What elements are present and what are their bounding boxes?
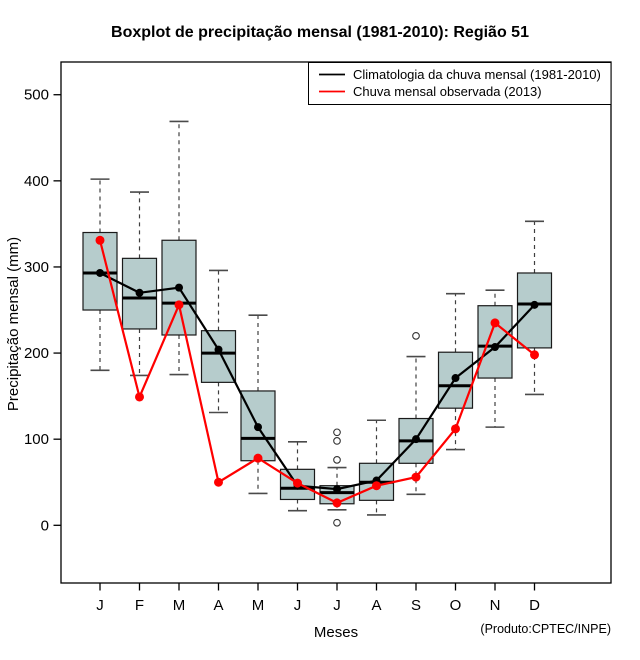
x-tick-label: A xyxy=(213,597,223,614)
observed-point xyxy=(490,318,500,328)
climatology-point xyxy=(135,288,144,297)
plot-area: 0 100 200 300 400 500 J F M A M J J A S O N D xyxy=(24,87,553,614)
y-tick-label: 500 xyxy=(24,87,49,104)
observed-point xyxy=(530,350,539,360)
climatology-point xyxy=(96,268,104,277)
climatology-point xyxy=(491,343,499,352)
x-tick-label: F xyxy=(135,597,144,614)
climatology-point xyxy=(214,345,223,354)
observed-point xyxy=(293,478,302,488)
chart-title: Boxplot de precipitação mensal (1981-201… xyxy=(111,24,529,41)
x-tick-label: S xyxy=(411,597,421,614)
observed-point xyxy=(411,472,421,482)
x-tick-label: N xyxy=(490,597,501,614)
legend-label-observed: Chuva mensal observada (2013) xyxy=(353,84,542,99)
climatology-point xyxy=(333,485,341,494)
x-tick-label: M xyxy=(173,597,186,614)
legend: Climatologia da chuva mensal (1981-2010)… xyxy=(308,62,612,105)
x-tick-label: M xyxy=(252,597,265,614)
legend-box xyxy=(308,62,612,105)
outlier-point xyxy=(333,456,341,464)
outlier-point xyxy=(412,331,420,340)
y-tick-label: 0 xyxy=(41,517,49,534)
observed-line xyxy=(98,239,536,505)
y-axis-title: Precipitação mensal (mm) xyxy=(5,237,22,411)
climatology-point xyxy=(175,283,183,292)
outlier-point xyxy=(333,428,341,437)
box xyxy=(477,305,513,379)
observed-point xyxy=(253,453,263,463)
outlier-point xyxy=(333,437,341,445)
climatology-point xyxy=(254,423,262,432)
y-tick-label: 400 xyxy=(24,173,49,190)
observed-point xyxy=(135,392,144,402)
observed-point xyxy=(95,235,105,245)
observed-point xyxy=(332,498,342,508)
credit-text: (Produto:CPTEC/INPE) xyxy=(480,622,611,636)
y-tick-label: 200 xyxy=(24,345,49,362)
observed-point xyxy=(174,300,184,310)
observed-point xyxy=(214,477,223,487)
legend-label-climatology: Climatologia da chuva mensal (1981-2010) xyxy=(353,67,601,82)
x-tick-label: A xyxy=(371,597,381,614)
y-tick-label: 100 xyxy=(24,431,49,448)
x-tick-label: J xyxy=(333,597,341,614)
x-tick-label: J xyxy=(294,597,302,614)
x-axis-title: Meses xyxy=(314,624,358,641)
outlier-point xyxy=(333,518,341,527)
climatology-line xyxy=(99,272,536,491)
y-tick-label: 300 xyxy=(24,259,49,276)
climatology-point xyxy=(530,300,539,309)
climatology-point xyxy=(412,435,420,444)
observed-point xyxy=(451,424,460,434)
x-tick-label: O xyxy=(450,597,462,614)
observed-point xyxy=(372,481,381,491)
climatology-point xyxy=(451,374,460,383)
box xyxy=(516,272,553,349)
x-tick-label: D xyxy=(529,597,540,614)
x-tick-label: J xyxy=(96,597,104,614)
